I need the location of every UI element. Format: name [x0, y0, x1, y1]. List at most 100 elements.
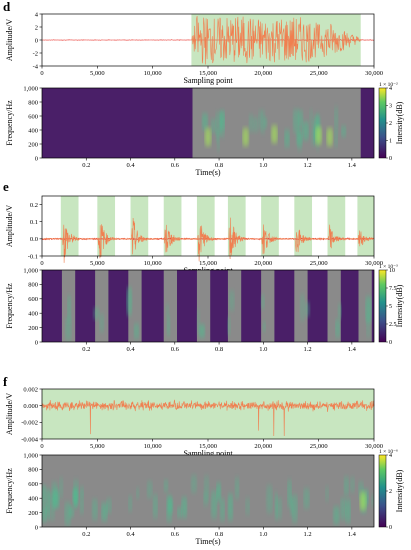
- x-tick-label: 0: [40, 443, 43, 450]
- x-tick-label: 10,000: [144, 260, 162, 267]
- x-tick-label: 0: [40, 70, 43, 77]
- y-tick-label: 600: [28, 296, 38, 303]
- panel-e-waveform: 0 5,000 10,000 15,000 20,000 25,000 30,000 0.2 0…: [5, 195, 383, 275]
- colorbar-tick-label: 1: [389, 139, 392, 145]
- panel-d-spectrogram: 0.2 0.4 0.6 0.8 1.0 1.2 1.4 1,000 800 600 400 200 0 T…: [5, 82, 404, 177]
- y-axis-label: Frequency/Hz: [5, 468, 14, 514]
- spectrogram-body: [42, 455, 374, 527]
- x-tick-label: 15,000: [199, 260, 217, 267]
- energy-streak: [136, 486, 139, 500]
- energy-streak: [292, 493, 298, 525]
- x-tick-label: 15,000: [199, 70, 217, 77]
- energy-streak: [258, 108, 263, 132]
- y-axis-label: Amplitude/V: [5, 393, 14, 435]
- energy-streak: [163, 478, 168, 494]
- y-tick-label: 0.002: [23, 386, 38, 393]
- active-region: [196, 270, 211, 342]
- y-tick-label: 0: [35, 37, 38, 44]
- highlight-region: [327, 196, 346, 256]
- energy-streak: [302, 120, 309, 142]
- colorbar-label: Intensity(dB): [395, 284, 404, 327]
- energy-streak: [235, 475, 239, 501]
- colorbar-tick-label: 4: [389, 453, 392, 459]
- colorbar-tick-label: 5: [389, 304, 392, 310]
- colorbar-tick-label: 3: [389, 104, 392, 110]
- hot-spot: [326, 127, 333, 147]
- energy-streak: [211, 117, 216, 135]
- y-tick-label: 0.1: [30, 219, 38, 226]
- signal-trace-orange: [41, 217, 375, 263]
- energy-streak: [166, 302, 170, 319]
- energy-streak: [297, 130, 302, 152]
- energy-streak: [101, 501, 108, 523]
- y-tick-label: 200: [28, 510, 38, 517]
- energy-streak: [153, 493, 158, 520]
- energy-streak: [220, 496, 225, 523]
- y-tick-label: 800: [28, 467, 38, 474]
- y-axis-label: Frequency/Hz: [5, 283, 14, 329]
- spectrogram-body: [61, 270, 372, 342]
- panel-d-waveform: 0 5,000 10,000 15,000 20,000 25,000 30,000420-…: [5, 11, 383, 85]
- highlight-region: [97, 196, 116, 256]
- panel-f-spectrogram: 0.2 0.4 0.6 0.8 1.0 1.2 1.4 1,000 800 600 400 200 0 T…: [5, 449, 404, 546]
- x-tick-label: 0.4: [126, 346, 135, 353]
- energy-streak: [220, 109, 225, 139]
- colorbar-label: Intensity(dB): [395, 469, 404, 512]
- axes-frame: [41, 454, 375, 528]
- energy-streak: [191, 473, 197, 495]
- signal-trace-orange: [191, 15, 361, 65]
- colorbar-tick-label: 0: [389, 156, 392, 162]
- energy-streak: [300, 292, 305, 323]
- energy-streak: [340, 496, 346, 522]
- hot-spot: [242, 127, 249, 147]
- energy-streak: [227, 492, 233, 523]
- x-axis-label: Time(s): [195, 168, 220, 177]
- energy-streak: [211, 489, 217, 520]
- x-tick-label: 0: [40, 260, 43, 267]
- energy-streak: [334, 105, 338, 136]
- y-tick-label: 0: [35, 155, 38, 162]
- energy-streak: [287, 478, 292, 509]
- spectrogram-body: [192, 88, 361, 158]
- y-tick-label: 0: [35, 339, 38, 346]
- x-tick-label: 20,000: [254, 443, 272, 450]
- energy-streak: [168, 496, 173, 515]
- y-tick-label: -4: [33, 63, 39, 70]
- signal-trace-orange: [41, 399, 375, 437]
- energy-streak: [253, 115, 258, 134]
- x-tick-label: 0.6: [171, 162, 180, 169]
- energy-streak: [345, 497, 351, 525]
- highlight-region: [42, 389, 374, 439]
- panel-label-d: d: [3, 0, 11, 14]
- x-tick-label: 20,000: [254, 260, 272, 267]
- x-tick-label: 0.8: [215, 346, 223, 353]
- energy-streak: [64, 500, 71, 527]
- colorbar-tick-label: 4: [389, 86, 392, 92]
- y-tick-label: 0.000: [23, 403, 38, 410]
- axes-frame: [41, 269, 375, 343]
- y-tick-label: -0.1: [28, 253, 38, 260]
- y-tick-label: 1,000: [23, 267, 38, 274]
- x-tick-label: 0.8: [215, 531, 223, 538]
- y-tick-label: 0.0: [30, 236, 38, 243]
- x-tick-label: 1.4: [348, 162, 357, 169]
- hot-spot: [315, 125, 322, 146]
- y-axis-label: Frequency/Hz: [5, 100, 14, 146]
- x-tick-label: 30,000: [365, 260, 383, 267]
- energy-streak: [73, 478, 79, 508]
- x-tick-label: 0.4: [126, 531, 135, 538]
- energy-streak: [293, 107, 299, 135]
- colorbar-tick-label: 0: [389, 340, 392, 346]
- y-tick-label: 600: [28, 113, 38, 120]
- energy-streak: [134, 322, 139, 341]
- energy-streak: [147, 479, 153, 500]
- y-tick-label: 2: [35, 24, 38, 31]
- x-tick-label: 1.2: [304, 346, 312, 353]
- y-tick-label: -0.004: [21, 436, 39, 443]
- energy-streak: [80, 491, 84, 516]
- colorbar-tick-label: 2: [389, 489, 392, 495]
- active-region: [95, 270, 109, 342]
- y-tick-label: 4: [35, 11, 39, 18]
- colorbar-exponent: 1 × 10⁻³: [379, 264, 398, 270]
- x-tick-label: 5,000: [90, 443, 105, 450]
